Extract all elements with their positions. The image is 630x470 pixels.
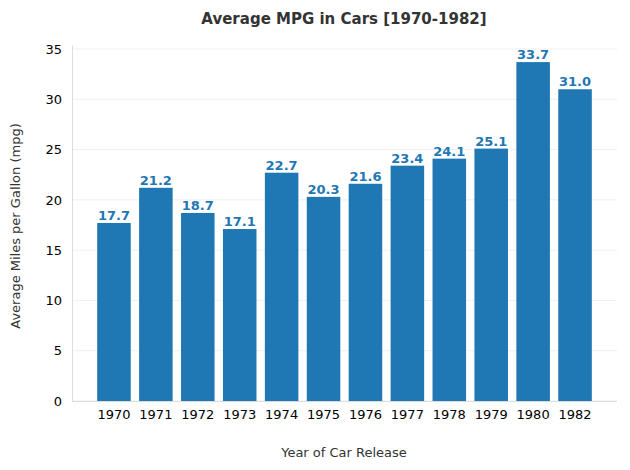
y-axis-line <box>72 46 73 402</box>
y-tick: 20 <box>45 193 72 208</box>
chart: 0510152025303519701971197219731974197519… <box>0 0 630 470</box>
data-label: 21.6 <box>349 169 381 184</box>
bar <box>139 188 173 401</box>
x-tick: 1982 <box>558 401 591 422</box>
bar <box>307 197 341 401</box>
title: Average MPG in Cars [1970-1982] <box>201 10 486 28</box>
y-tick: 5 <box>54 343 72 358</box>
y-tick-label: 25 <box>45 142 62 157</box>
bar <box>433 159 467 401</box>
x-tick-label: 1976 <box>349 407 382 422</box>
grid <box>72 49 617 401</box>
x-tick-label: 1975 <box>307 407 340 422</box>
x-tick: 1978 <box>433 401 466 422</box>
data-label: 33.7 <box>517 47 549 62</box>
bar <box>181 213 215 401</box>
x-tick: 1972 <box>181 401 214 422</box>
bars <box>97 62 592 401</box>
data-label: 23.4 <box>391 151 423 166</box>
x-tick-label: 1980 <box>517 407 550 422</box>
x-tick: 1973 <box>223 401 256 422</box>
y-tick: 30 <box>45 92 72 107</box>
data-label: 21.2 <box>140 173 172 188</box>
x-axis-title: Year of Car Release <box>280 445 407 460</box>
x-tick: 1975 <box>307 401 340 422</box>
x-axis-line <box>72 401 617 402</box>
x-tick: 1979 <box>475 401 508 422</box>
data-label: 24.1 <box>433 144 465 159</box>
bar <box>558 89 592 401</box>
x-tick: 1977 <box>391 401 424 422</box>
data-label: 31.0 <box>559 74 591 89</box>
x-tick: 1980 <box>517 401 550 422</box>
y-tick-label: 10 <box>45 293 62 308</box>
data-label: 25.1 <box>475 134 507 149</box>
x-tick-label: 1977 <box>391 407 424 422</box>
data-label: 17.1 <box>224 214 256 229</box>
bar <box>516 62 550 401</box>
x-axis: 1970 1971 1972 1973 1974 1975 1976 1977 1978 1979… <box>72 401 617 422</box>
x-tick-label: 1973 <box>223 407 256 422</box>
y-tick: 25 <box>45 142 72 157</box>
bar <box>391 166 425 401</box>
x-tick-label: 1982 <box>558 407 591 422</box>
x-tick: 1971 <box>139 401 172 422</box>
x-tick-label: 1979 <box>475 407 508 422</box>
y-tick-label: 0 <box>54 394 62 409</box>
data-label: 20.3 <box>308 182 340 197</box>
y-tick-label: 5 <box>54 343 62 358</box>
x-tick: 1974 <box>265 401 298 422</box>
y-axis: 0 5 10 15 20 25 30 35 <box>45 42 72 409</box>
y-tick-label: 20 <box>45 193 62 208</box>
y-tick: 0 <box>54 394 72 409</box>
data-label: 18.7 <box>182 198 214 213</box>
bar <box>97 223 131 401</box>
y-tick-label: 30 <box>45 92 62 107</box>
x-tick-label: 1978 <box>433 407 466 422</box>
bar <box>265 173 299 401</box>
y-tick-label: 15 <box>45 243 62 258</box>
x-tick: 1976 <box>349 401 382 422</box>
bar <box>223 229 257 401</box>
y-tick: 10 <box>45 293 72 308</box>
x-tick-label: 1970 <box>97 407 130 422</box>
y-tick: 35 <box>45 42 72 57</box>
data-label: 22.7 <box>266 158 298 173</box>
y-axis-title: Average Miles per Gallon (mpg) <box>8 123 23 329</box>
data-label: 17.7 <box>98 208 130 223</box>
x-tick-label: 1974 <box>265 407 298 422</box>
x-tick: 1970 <box>97 401 130 422</box>
x-tick-label: 1972 <box>181 407 214 422</box>
y-tick-label: 35 <box>45 42 62 57</box>
data-labels: 17.7 21.2 18.7 17.1 22.7 20.3 21.6 23.4 24.1 25.1… <box>98 47 591 229</box>
x-tick-label: 1971 <box>139 407 172 422</box>
bar <box>349 184 383 401</box>
bar <box>474 149 508 401</box>
y-tick: 15 <box>45 243 72 258</box>
